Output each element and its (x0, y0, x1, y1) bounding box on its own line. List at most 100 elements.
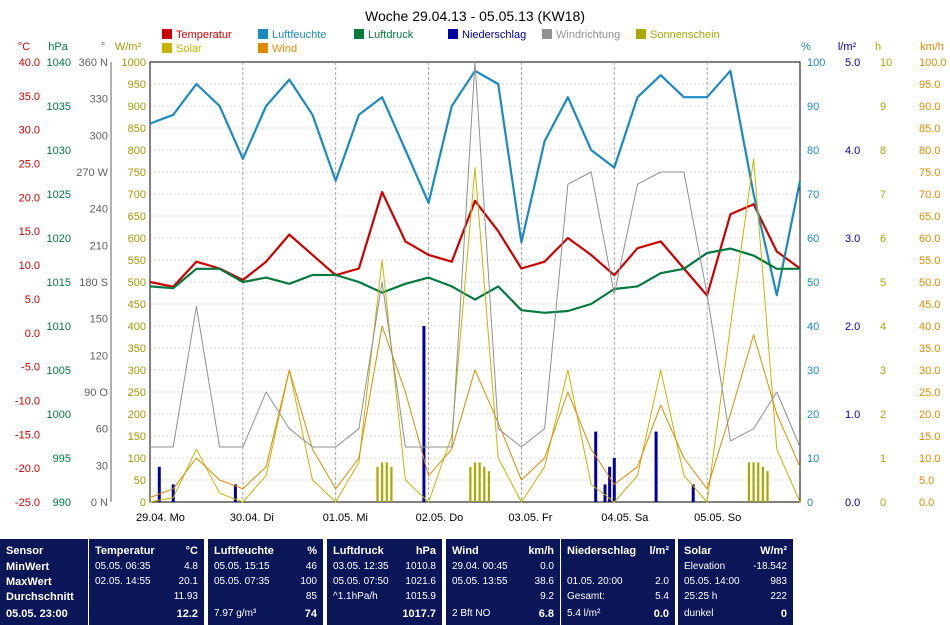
rain-tick-label: 1.0 (845, 409, 860, 421)
table-cell-value: 1017.7 (402, 608, 436, 620)
rain-tick-label: 3.0 (845, 233, 860, 245)
sun-tick-label: 4 (880, 321, 886, 333)
temp-tick-label: -15.0 (15, 429, 40, 441)
wind-tick-label: 70.0 (919, 189, 940, 201)
legend-swatch (258, 43, 268, 53)
wind-tick-label: 30.0 (919, 365, 940, 377)
wind-tick-label: 45.0 (919, 299, 940, 311)
sun-tick-label: 2 (880, 409, 886, 421)
legend-label: Solar (176, 43, 202, 55)
press-tick-label: 1020 (47, 233, 71, 245)
wind-tick-label: 50.0 (919, 277, 940, 289)
rain-bar (691, 484, 695, 502)
chart-title: Woche 29.04.13 - 05.05.13 (KW18) (365, 8, 585, 24)
wind-tick-label: 60.0 (919, 233, 940, 245)
wind-tick-label: 55.0 (919, 255, 940, 267)
table-panel: Niederschlag l/m² 01.05. 20:00 2.0 Gesamt: 5.… (561, 539, 675, 625)
hum-tick-label: 0 (807, 497, 813, 509)
table-cell-label: dunkel (684, 608, 714, 619)
temp-tick-label: 20.0 (19, 192, 40, 204)
sun-axis-unit: h (875, 41, 881, 53)
solar-tick-label: 850 (128, 123, 146, 135)
table-cell-label: 05.05. 07:50 (333, 576, 389, 587)
sunshine-bar (766, 471, 769, 502)
wind-tick-label: 40.0 (919, 321, 940, 333)
sun-tick-label: 9 (880, 101, 886, 113)
solar-tick-label: 300 (128, 365, 146, 377)
rain-bar (594, 431, 598, 502)
table-cell-label: Durchschnitt (6, 591, 74, 603)
table-cell-value: 222 (770, 591, 787, 602)
solar-tick-label: 350 (128, 343, 146, 355)
sun-tick-label: 3 (880, 365, 886, 377)
x-tick-label: 02.05. Do (416, 512, 464, 524)
sun-tick-label: 5 (880, 277, 886, 289)
legend-label: Luftfeuchte (272, 29, 326, 41)
table-cell-label: 02.05. 14:55 (95, 576, 151, 587)
legend-swatch (636, 29, 646, 39)
legend-label: Luftdruck (368, 29, 414, 41)
table-unit: W/m² (760, 545, 787, 557)
x-tick-label: 29.04. Mo (136, 512, 185, 524)
table-cell-label: 29.04. 00:45 (452, 561, 508, 572)
table-header: Luftfeuchte (214, 545, 274, 557)
rain-bar (171, 484, 175, 502)
hum-tick-label: 40 (807, 321, 819, 333)
solar-tick-label: 750 (128, 167, 146, 179)
hum-tick-label: 90 (807, 101, 819, 113)
solar-tick-label: 950 (128, 79, 146, 91)
rain-tick-label: 4.0 (845, 145, 860, 157)
temp-tick-label: 30.0 (19, 125, 40, 137)
table-panel: Solar W/m² Elevation -18.542 05.05. 14:00 983… (678, 539, 793, 625)
solar-tick-label: 400 (128, 321, 146, 333)
legend-swatch (162, 43, 172, 53)
solar-tick-label: 650 (128, 211, 146, 223)
temp-tick-label: -5.0 (21, 362, 40, 374)
solar-tick-label: 450 (128, 299, 146, 311)
temp-tick-label: 0.0 (25, 328, 40, 340)
series-line-solar (149, 158, 801, 503)
wind-tick-label: 65.0 (919, 211, 940, 223)
sunshine-bar (761, 466, 764, 502)
sunshine-bar (487, 471, 491, 502)
table-panel: Luftfeuchte% 05.05. 15:15 46 05.05. 07:35 10… (208, 539, 323, 625)
sunshine-bar (747, 462, 751, 502)
table-cell-label: 7.97 g/m³ (214, 608, 257, 619)
table-header: Sensor (6, 545, 44, 557)
sun-tick-label: 0 (880, 497, 886, 509)
legend-swatch (542, 29, 552, 39)
table-cell-label: 05.05. 23:00 (6, 608, 68, 620)
table-cell-value: 38.6 (534, 576, 554, 587)
legend-label: Sonnenschein (650, 29, 720, 41)
wind-tick-label: 80.0 (919, 145, 940, 157)
solar-tick-label: 550 (128, 255, 146, 267)
solar-tick-label: 500 (128, 277, 146, 289)
press-tick-label: 1030 (47, 145, 71, 157)
temp-tick-label: -25.0 (15, 497, 40, 509)
wind-axis-unit: km/h (920, 41, 944, 53)
x-tick-label: 04.05. Sa (601, 512, 649, 524)
table-unit: °C (185, 545, 198, 557)
series-line-temperatur (149, 190, 801, 297)
table-cell-value: 0.0 (540, 561, 554, 572)
dir-tick-label: 150 (90, 314, 108, 326)
wind-tick-label: 10.0 (919, 453, 940, 465)
sunshine-bar (757, 462, 760, 502)
sunshine-bar (483, 466, 486, 502)
temp-tick-label: 5.0 (25, 294, 40, 306)
sun-tick-label: 1 (880, 453, 886, 465)
rain-tick-label: 5.0 (845, 57, 860, 69)
rain-bar (608, 466, 612, 502)
series-line-windrichtung (150, 61, 801, 448)
hum-tick-label: 30 (807, 365, 819, 377)
rain-axis-unit: l/m² (838, 41, 857, 53)
table-cell-label: 05.05. 15:15 (214, 561, 270, 572)
table-cell-value: 74 (304, 608, 317, 620)
sun-tick-label: 7 (880, 189, 886, 201)
sunshine-bar (385, 462, 388, 502)
solar-tick-label: 800 (128, 145, 146, 157)
wind-tick-label: 95.0 (919, 79, 940, 91)
rain-bar (422, 326, 426, 502)
rain-bar (233, 484, 237, 502)
wind-tick-label: 15.0 (919, 431, 940, 443)
